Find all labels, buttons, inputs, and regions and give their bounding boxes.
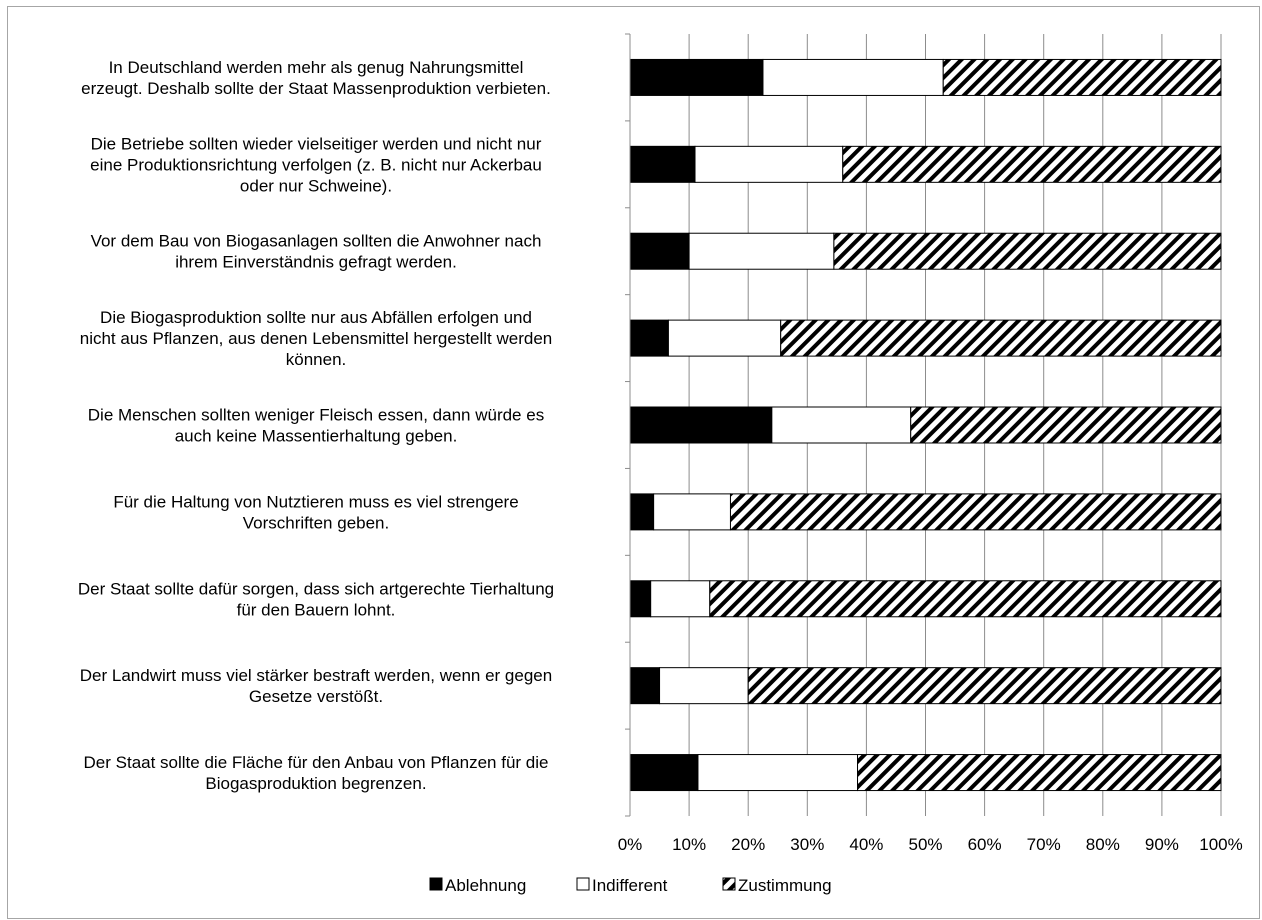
category-label: Die Betriebe sollten wieder vielseitiger… xyxy=(90,134,542,195)
bar-segment-indifferent xyxy=(694,145,844,183)
bar-segment-indifferent xyxy=(697,754,859,792)
legend-swatch xyxy=(429,877,443,891)
bar-segment-ablehnung xyxy=(629,493,655,531)
x-tick-label: 60% xyxy=(968,835,1002,854)
bar-segment-indifferent xyxy=(650,580,711,618)
bar-segment-ablehnung xyxy=(629,232,690,270)
bar-segment-indifferent xyxy=(667,319,782,357)
bar-segment-zustimmung xyxy=(842,145,1222,183)
x-tick-label: 30% xyxy=(790,835,824,854)
category-label: Der Landwirt muss viel stärker bestraft … xyxy=(80,666,552,706)
bar-segment-ablehnung xyxy=(629,145,696,183)
legend-swatch xyxy=(722,877,736,891)
legend-label: Zustimmung xyxy=(738,876,832,895)
x-tick-label: 40% xyxy=(849,835,883,854)
axes xyxy=(625,33,631,817)
category-label: Die Biogasproduktion sollte nur aus Abfä… xyxy=(80,308,553,369)
bar-segment-indifferent xyxy=(688,232,835,270)
bars xyxy=(629,58,1222,792)
bar-segment-indifferent xyxy=(659,667,749,705)
x-tick-label: 10% xyxy=(672,835,706,854)
bar-segment-ablehnung xyxy=(629,319,669,357)
bar-segment-zustimmung xyxy=(833,232,1222,270)
legend-swatch xyxy=(576,877,590,891)
category-label: Für die Haltung von Nutztieren muss es v… xyxy=(113,492,518,532)
bar-segment-indifferent xyxy=(762,58,944,96)
x-tick-label: 80% xyxy=(1086,835,1120,854)
bar-segment-zustimmung xyxy=(729,493,1222,531)
bar-segment-ablehnung xyxy=(629,667,661,705)
category-labels: In Deutschland werden mehr als genug Nah… xyxy=(78,58,554,793)
category-label: Die Menschen sollten weniger Fleisch ess… xyxy=(88,406,544,446)
category-label: Vor dem Bau von Biogasanlagen sollten di… xyxy=(91,232,542,272)
bar-segment-indifferent xyxy=(653,493,731,531)
legend: Ablehnung Indifferent Zustimmung xyxy=(429,876,832,895)
legend-label: Ablehnung xyxy=(445,876,526,895)
category-label: In Deutschland werden mehr als genug Nah… xyxy=(81,58,551,98)
x-tick-label: 100% xyxy=(1199,835,1242,854)
legend-label: Indifferent xyxy=(592,876,668,895)
bar-segment-ablehnung xyxy=(629,58,764,96)
category-label: Der Staat sollte die Fläche für den Anba… xyxy=(84,753,549,793)
x-tick-label: 90% xyxy=(1145,835,1179,854)
x-tick-label: 0% xyxy=(618,835,643,854)
bar-segment-indifferent xyxy=(771,406,912,444)
bar-segment-ablehnung xyxy=(629,406,773,444)
x-tick-label: 70% xyxy=(1027,835,1061,854)
bar-segment-zustimmung xyxy=(942,58,1222,96)
x-tick-labels: 0% 10% 20% 30% 40% 50% 60% 70% 80% 90% 100% xyxy=(618,835,1243,854)
bar-segment-ablehnung xyxy=(629,580,652,618)
category-label: Der Staat sollte dafür sorgen, dass sich… xyxy=(78,579,554,619)
x-tick-label: 50% xyxy=(908,835,942,854)
bar-segment-ablehnung xyxy=(629,754,699,792)
bar-segment-zustimmung xyxy=(857,754,1222,792)
x-tick-label: 20% xyxy=(731,835,765,854)
bar-segment-zustimmung xyxy=(747,667,1222,705)
bar-segment-zustimmung xyxy=(709,580,1222,618)
bar-segment-zustimmung xyxy=(910,406,1222,444)
bar-segment-zustimmung xyxy=(780,319,1222,357)
